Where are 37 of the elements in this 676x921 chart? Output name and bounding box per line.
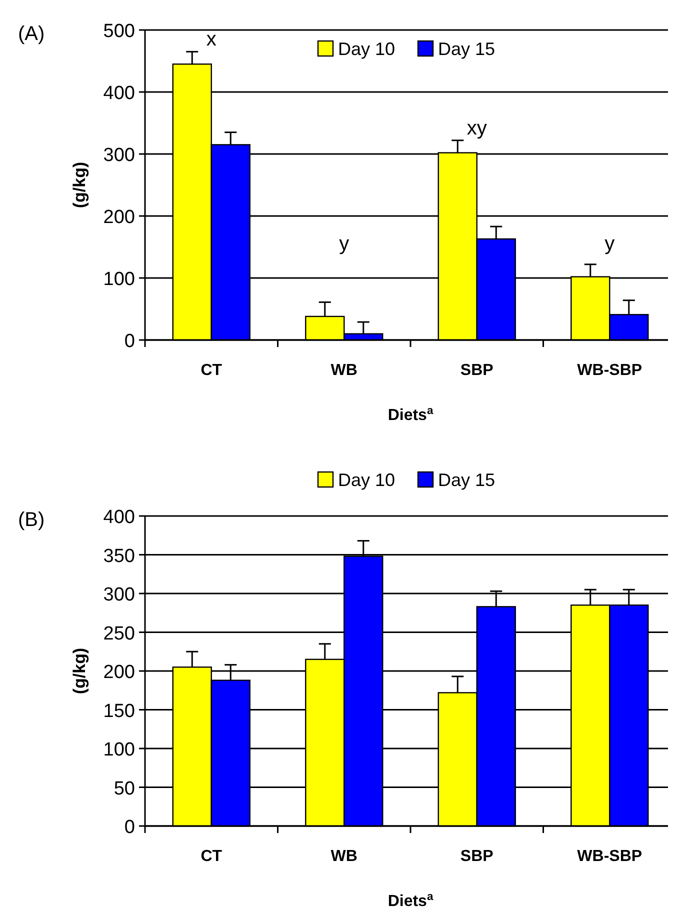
x-tick-label: CT: [200, 848, 222, 865]
chart-title: (B): [18, 509, 45, 531]
legend-label: Day 10: [338, 470, 396, 490]
chart-title: (A): [18, 23, 45, 45]
y-tick-label: 0: [124, 817, 135, 838]
annotation: x: [206, 28, 216, 51]
y-tick-label: 50: [114, 778, 135, 800]
y-tick-label: 200: [103, 207, 135, 228]
y-tick-label: 400: [103, 507, 135, 528]
y-tick-label: 500: [103, 21, 135, 42]
y-tick-label: 300: [103, 145, 135, 166]
legend-label: Day 10: [338, 39, 396, 59]
annotation: xy: [466, 117, 487, 140]
annotation: y: [339, 233, 350, 256]
y-tick-label: 200: [103, 662, 135, 683]
y-tick-label: 350: [103, 546, 135, 567]
y-axis-title: (g/kg): [70, 162, 89, 208]
y-axis-title: (g/kg): [70, 648, 89, 694]
x-tick-label: SBP: [460, 848, 494, 865]
y-tick-label: 250: [103, 623, 135, 644]
x-tick-label: WB: [330, 848, 358, 865]
legend-label: Day 15: [438, 39, 496, 59]
legend-label: Day 15: [438, 470, 496, 490]
y-tick-label: 150: [103, 700, 135, 722]
annotation: y: [604, 233, 615, 256]
y-tick-label: 100: [103, 269, 135, 290]
x-tick-label: WB-SBP: [577, 848, 642, 865]
x-axis-title: Diets$^{a}$: [388, 891, 434, 910]
y-tick-label: 0: [124, 331, 135, 352]
x-tick-label: SBP: [460, 362, 494, 379]
y-tick-label: 100: [103, 740, 135, 760]
x-tick-label: WB-SBP: [577, 362, 642, 379]
x-axis-title: Diets$^{a}$: [388, 405, 434, 424]
x-tick-label: WB: [330, 362, 358, 379]
y-tick-label: 400: [103, 83, 135, 104]
y-tick-label: 300: [103, 584, 135, 606]
x-tick-label: CT: [200, 362, 222, 379]
